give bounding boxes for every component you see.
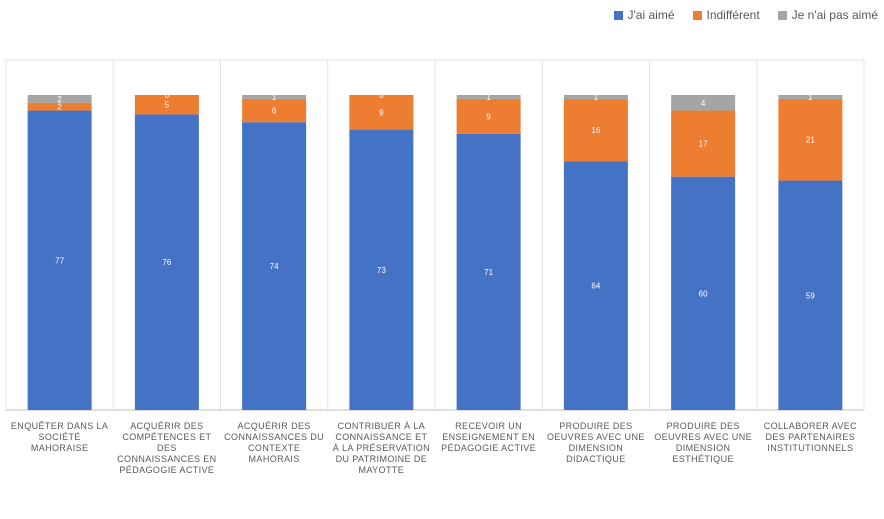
legend-item-pas-aime: Je n'ai pas aimé — [777, 8, 878, 22]
data-label: 1 — [594, 93, 599, 102]
bar-segment-j-ai-aim — [456, 133, 521, 410]
category-label: ACQUÉRIR DES COMPÉTENCES ET DES CONNAISS… — [117, 421, 217, 475]
category-label: ENQUÊTER DANS LA SOCIÉTÉ MAHORAISE — [10, 421, 109, 453]
category-label: CONTRIBUER À LA CONNAISSANCE ET À LA PRÉ… — [332, 421, 431, 475]
bar-segment-je-n-ai-pas-aim — [27, 95, 92, 103]
bar-segment-je-n-ai-pas-aim — [778, 95, 843, 99]
bar-segment-je-n-ai-pas-aim — [671, 95, 736, 111]
bar-segment-indiff-rent — [671, 110, 736, 177]
chart-legend: J'ai aimé Indifférent Je n'ai pas aimé — [613, 8, 878, 22]
category-label: PRODUIRE DES OEUVRES AVEC UNE DIMENSION … — [654, 421, 752, 464]
data-label: 17 — [699, 140, 708, 149]
bar-segment-indiff-rent — [27, 102, 92, 111]
data-label: 60 — [699, 289, 708, 298]
data-label: 1 — [272, 93, 277, 102]
data-label: 4 — [701, 99, 706, 108]
legend-swatch-indifferent — [692, 10, 702, 20]
bar-segment-indiff-rent — [563, 98, 628, 162]
data-label: 1 — [486, 93, 491, 102]
bar-segment-j-ai-aim — [563, 161, 628, 410]
bar-segment-indiff-rent — [242, 98, 307, 123]
data-label: 16 — [591, 126, 600, 135]
bar-segment-j-ai-aim — [778, 180, 843, 410]
data-label: 2 — [57, 95, 62, 104]
bar-segment-j-ai-aim — [242, 122, 307, 410]
legend-swatch-jai-aime — [613, 10, 623, 20]
legend-item-indifferent: Indifférent — [692, 8, 760, 22]
data-label: 0 — [379, 91, 384, 100]
bar-segment-je-n-ai-pas-aim — [563, 95, 628, 99]
bar-segment-indiff-rent — [456, 98, 521, 134]
data-label: 21 — [806, 136, 815, 145]
bar-segment-j-ai-aim — [671, 176, 736, 410]
data-label: 1 — [808, 93, 813, 102]
bar-segment-indiff-rent — [134, 95, 199, 115]
data-label: 0 — [165, 91, 170, 100]
data-label: 77 — [55, 256, 64, 265]
data-label: 5 — [165, 101, 170, 110]
bar-segment-je-n-ai-pas-aim — [242, 95, 307, 99]
category-label: COLLABORER AVEC DES PARTENAIRES INSTITUT… — [763, 421, 858, 453]
data-label: 76 — [162, 258, 171, 267]
legend-label-pas-aime: Je n'ai pas aimé — [791, 8, 878, 22]
bar-segment-j-ai-aim — [349, 129, 414, 410]
category-label: ACQUÉRIR DES CONNAISSANCES DU CONTEXTE M… — [224, 421, 325, 464]
data-label: 71 — [484, 268, 493, 277]
legend-item-jai-aime: J'ai aimé — [613, 8, 675, 22]
category-label: RECEVOIR UN ENSEIGNEMENT EN PÉDAGOGIE AC… — [441, 421, 537, 453]
legend-label-jai-aime: J'ai aimé — [627, 8, 675, 22]
data-label: 9 — [379, 108, 384, 117]
legend-label-indifferent: Indifférent — [706, 8, 760, 22]
bar-segment-j-ai-aim — [134, 114, 199, 410]
data-label: 73 — [377, 266, 386, 275]
data-label: 6 — [272, 107, 277, 116]
legend-swatch-pas-aime — [777, 10, 787, 20]
data-label: 59 — [806, 291, 815, 300]
bar-segment-j-ai-aim — [27, 110, 92, 411]
data-label: 9 — [486, 112, 491, 121]
bar-segment-indiff-rent — [349, 95, 414, 130]
data-label: 74 — [270, 262, 279, 271]
bar-segment-je-n-ai-pas-aim — [456, 95, 521, 99]
category-label: PRODUIRE DES OEUVRES AVEC UNE DIMENSION … — [546, 421, 645, 464]
data-label: 64 — [591, 282, 600, 291]
bar-segment-indiff-rent — [778, 98, 843, 181]
data-label: 2 — [57, 103, 62, 112]
